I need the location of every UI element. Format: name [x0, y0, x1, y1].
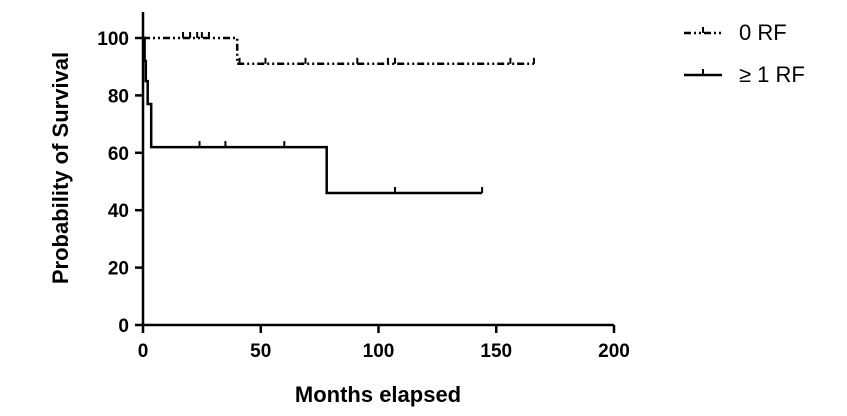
- survival-curve-0rf: [143, 36, 534, 66]
- legend-swatch-1rf: [684, 69, 722, 77]
- x-tick-label: 0: [138, 341, 149, 362]
- x-axis-title: Months elapsed: [295, 382, 461, 407]
- x-axis: 0 50 100 150 200: [138, 323, 630, 362]
- legend-label-1rf: ≥ 1 RF: [739, 62, 805, 87]
- survival-curve-1rf: [143, 36, 483, 195]
- y-tick-label: 100: [97, 29, 129, 50]
- legend-swatch-0rf: [684, 27, 722, 35]
- legend-entry-1rf: ≥ 1 RF: [684, 62, 805, 87]
- y-tick-label: 80: [108, 86, 129, 107]
- x-tick-label: 150: [480, 341, 512, 362]
- x-tick-label: 100: [363, 341, 395, 362]
- x-tick-label: 50: [250, 341, 271, 362]
- legend-entry-0rf: 0 RF: [684, 20, 787, 45]
- y-axis: 0 20 40 60 80 100: [97, 12, 145, 337]
- series-0rf: [143, 32, 535, 66]
- y-tick-label: 40: [108, 201, 129, 222]
- y-tick-label: 60: [108, 144, 129, 165]
- legend-label-0rf: 0 RF: [739, 20, 787, 45]
- plot-area: [143, 32, 535, 195]
- y-tick-label: 20: [108, 259, 129, 280]
- series-1rf: [143, 36, 484, 195]
- y-tick-label: 0: [118, 316, 129, 337]
- y-axis-title: Probability of Survival: [48, 52, 73, 284]
- legend: 0 RF ≥ 1 RF: [684, 20, 805, 87]
- x-tick-label: 200: [598, 341, 630, 362]
